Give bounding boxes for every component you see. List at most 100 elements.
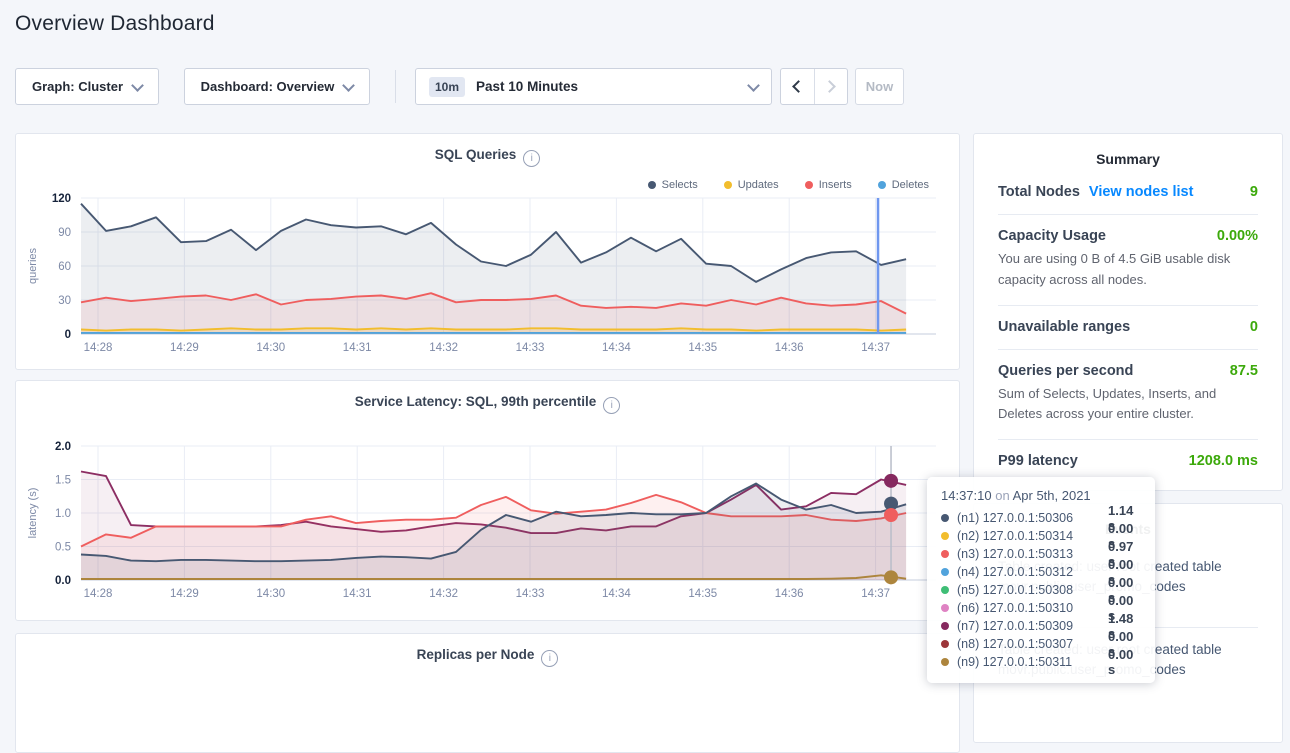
legend-item-selects[interactable]: Selects — [647, 179, 698, 191]
summary-stat-row: Unavailable ranges 0 — [998, 319, 1258, 335]
series-color-dot — [941, 622, 949, 630]
now-button[interactable]: Now — [855, 68, 904, 105]
series-color-dot — [941, 550, 949, 558]
svg-text:14:34: 14:34 — [602, 588, 631, 600]
series-color-dot — [941, 514, 949, 522]
page-title: Overview Dashboard — [15, 12, 215, 35]
legend-label: Selects — [661, 179, 698, 191]
series-value: 0.00 s — [1108, 593, 1134, 623]
sql-queries-chart[interactable]: 0 30 60 90 120 14:28 14:29 14:30 14:31 14:32 14:33… — [16, 134, 959, 369]
dashboard-dropdown-label: Dashboard: Overview — [200, 79, 335, 94]
legend-color-dot — [647, 181, 656, 189]
legend-item-inserts[interactable]: Inserts — [804, 179, 852, 191]
info-icon[interactable]: i — [541, 650, 559, 667]
summary-panel: Summary Total Nodes View nodes list 9 Capac… — [973, 133, 1283, 491]
now-button-label: Now — [865, 79, 894, 94]
summary-stat-value: 9 — [1249, 184, 1258, 200]
summary-stat: Capacity Usage 0.00% You are using 0 B of … — [998, 214, 1258, 305]
summary-stat-value: 0.00% — [1216, 228, 1258, 244]
tooltip-time: 14:37:10 — [941, 488, 992, 503]
summary-stat-value: 1208.0 ms — [1188, 453, 1258, 470]
chart-title: SQL Queries i — [16, 147, 959, 167]
chevron-left-icon — [792, 80, 806, 93]
summary-stat-label: Capacity Usage — [998, 228, 1106, 244]
svg-text:14:29: 14:29 — [170, 342, 199, 354]
svg-text:14:28: 14:28 — [84, 342, 113, 354]
chevron-down-icon — [131, 78, 144, 92]
svg-text:0.5: 0.5 — [55, 542, 71, 554]
chevron-right-icon — [822, 80, 836, 93]
series-name: (n4) 127.0.0.1:50312 — [957, 565, 1074, 579]
svg-text:1.0: 1.0 — [55, 508, 71, 520]
svg-text:2.0: 2.0 — [55, 441, 71, 453]
svg-text:14:33: 14:33 — [516, 342, 545, 354]
chart-title-text: Replicas per Node — [416, 647, 535, 662]
summary-stat-label-group: Queries per second — [998, 363, 1230, 379]
svg-text:120: 120 — [52, 193, 71, 205]
summary-stat-label: Unavailable ranges — [998, 318, 1131, 335]
previous-time-button[interactable] — [781, 69, 815, 104]
legend-label: Deletes — [891, 179, 929, 191]
chevron-down-icon — [342, 78, 356, 92]
svg-text:14:37: 14:37 — [861, 588, 890, 600]
svg-text:14:30: 14:30 — [256, 342, 285, 354]
svg-text:14:31: 14:31 — [343, 342, 372, 354]
svg-text:latency (s): latency (s) — [27, 488, 39, 539]
svg-text:14:32: 14:32 — [429, 588, 458, 600]
svg-text:14:37: 14:37 — [861, 342, 890, 354]
service-latency-panel: Service Latency: SQL, 99th percentile i 0… — [15, 380, 960, 621]
summary-stat: Unavailable ranges 0 — [998, 304, 1258, 349]
info-icon[interactable]: i — [523, 150, 541, 167]
svg-text:14:33: 14:33 — [516, 588, 545, 600]
tooltip-series-row: (n9) 127.0.0.1:50311 0.00 s — [941, 647, 1141, 677]
graph-dropdown[interactable]: Graph: Cluster — [15, 68, 159, 105]
svg-text:14:36: 14:36 — [775, 342, 804, 354]
tooltip-series-row: (n6) 127.0.0.1:50310 0.00 s — [941, 593, 1141, 623]
summary-stat-label-group: Capacity Usage — [998, 228, 1217, 244]
summary-stat: Queries per second 87.5 Sum of Selects, Up… — [998, 348, 1258, 440]
svg-text:14:28: 14:28 — [84, 588, 113, 600]
summary-stat-description: Sum of Selects, Updates, Inserts, and De… — [998, 385, 1217, 422]
series-color-dot — [941, 658, 949, 666]
summary-stat-label: P99 latency — [998, 453, 1078, 470]
legend-item-updates[interactable]: Updates — [723, 179, 779, 191]
summary-stat-row: Capacity Usage 0.00% — [998, 228, 1258, 244]
summary-stat-description: You are using 0 B of 4.5 GiB usable disk… — [998, 251, 1231, 287]
series-name: (n3) 127.0.0.1:50313 — [957, 547, 1074, 561]
dashboard-dropdown[interactable]: Dashboard: Overview — [184, 68, 370, 105]
series-name: (n6) 127.0.0.1:50310 — [957, 601, 1074, 615]
tooltip-timestamp: 14:37:10 on Apr 5th, 2021 — [941, 488, 1141, 503]
next-time-button[interactable] — [815, 69, 848, 104]
time-step-buttons — [780, 68, 848, 105]
view-nodes-list-link[interactable]: View nodes list — [1088, 184, 1194, 200]
tooltip-series-row: (n5) 127.0.0.1:50308 0.00 s — [941, 575, 1141, 605]
tooltip-rows: (n1) 127.0.0.1:50306 1.14 s (n2) 127.0.0.1… — [941, 503, 1141, 677]
service-latency-chart[interactable]: 0.0 0.5 1.0 1.5 2.0 14:28 14:29 14:30 14:31 14:32… — [16, 381, 959, 620]
legend-item-deletes[interactable]: Deletes — [877, 179, 929, 191]
tooltip-series-row: (n8) 127.0.0.1:50307 0.00 s — [941, 629, 1141, 659]
series-value: 0.00 s — [1108, 647, 1134, 677]
series-color-dot — [941, 568, 949, 576]
summary-stat-label-group: P99 latency — [998, 453, 1189, 469]
series-value: 0.00 s — [1108, 557, 1134, 587]
chart-title: Service Latency: SQL, 99th percentile i — [16, 394, 959, 414]
tooltip-date: Apr 5th, 2021 — [1012, 488, 1091, 503]
info-icon[interactable]: i — [603, 397, 621, 414]
svg-text:14:31: 14:31 — [343, 588, 372, 600]
summary-stat-row: P99 latency 1208.0 ms — [998, 453, 1258, 469]
time-range-badge: 10m — [429, 76, 466, 97]
summary-stat-label: Total Nodes — [998, 184, 1080, 200]
chart-hover-tooltip: 14:37:10 on Apr 5th, 2021 (n1) 127.0.0.1… — [927, 477, 1155, 683]
series-name: (n1) 127.0.0.1:50306 — [957, 511, 1074, 525]
time-range-selector[interactable]: 10m Past 10 Minutes — [415, 68, 772, 105]
summary-stat-value: 0 — [1249, 318, 1258, 335]
svg-text:queries: queries — [27, 247, 39, 284]
series-color-dot — [941, 586, 949, 594]
tooltip-series-row: (n1) 127.0.0.1:50306 1.14 s — [941, 503, 1141, 533]
legend-color-dot — [804, 181, 813, 189]
series-name: (n5) 127.0.0.1:50308 — [957, 583, 1074, 597]
tooltip-on-word: on — [995, 488, 1010, 503]
summary-stat-label-group: Unavailable ranges — [998, 319, 1250, 335]
series-value: 0.97 s — [1108, 539, 1134, 569]
graph-dropdown-label: Graph: Cluster — [31, 79, 123, 94]
